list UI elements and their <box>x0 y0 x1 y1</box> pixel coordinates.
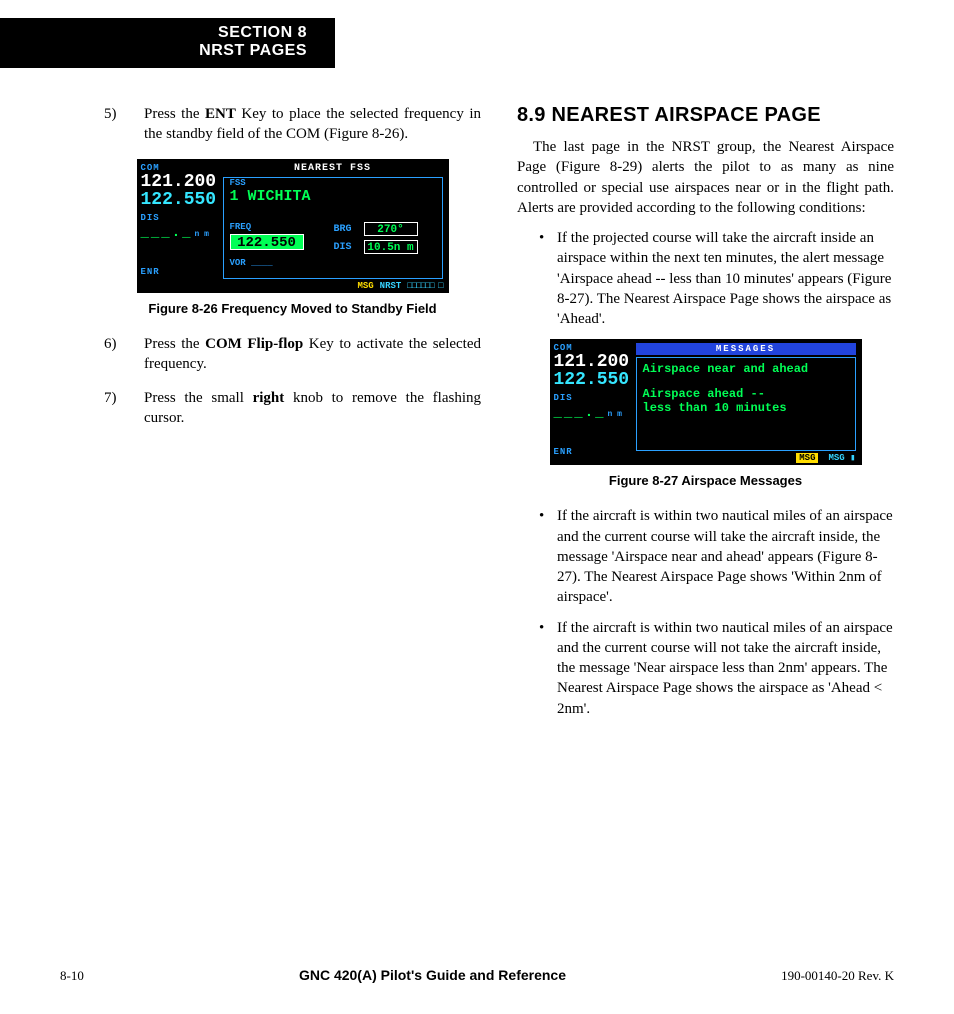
gps-main-panel: FSS 1 WICHITA FREQ 122.550 BRG 270° DIS … <box>223 177 443 279</box>
figure-8-27-caption: Figure 8-27 Airspace Messages <box>517 473 894 488</box>
page-number: 8-10 <box>60 968 84 984</box>
enr-label: ENR <box>554 447 626 457</box>
bullet-dot: • <box>539 506 557 607</box>
bullet-3: • If the aircraft is within two nautical… <box>539 618 894 719</box>
right-column: 8.9 NEAREST AIRSPACE PAGE The last page … <box>517 104 894 944</box>
dis-value: ___._ <box>141 225 193 241</box>
dis-value: ___._ <box>554 405 606 421</box>
step-number: 5) <box>104 104 144 145</box>
freq-label: FREQ <box>230 222 252 232</box>
msg-tag-2: MSG ▮ <box>828 453 855 463</box>
bullet-1: • If the projected course will take the … <box>539 228 894 329</box>
dis-label: DIS <box>554 393 626 403</box>
messages-title: MESSAGES <box>636 343 856 355</box>
bullet-dot: • <box>539 228 557 329</box>
active-freq: 121.200 <box>141 173 213 191</box>
dis2-value: 10.5n m <box>364 240 418 254</box>
section-line1: SECTION 8 <box>0 24 307 42</box>
vor-label: VOR ____ <box>230 258 273 268</box>
footer-revision: 190-00140-20 Rev. K <box>781 968 894 984</box>
message-line-2b: less than 10 minutes <box>643 401 849 415</box>
step-number: 7) <box>104 388 144 429</box>
brg-label: BRG <box>334 224 352 235</box>
fss-value: 1 WICHITA <box>230 188 311 205</box>
com-label: COM <box>141 163 213 173</box>
step-5: 5) Press the ENT Key to place the select… <box>104 104 481 145</box>
section-header-tab: SECTION 8 NRST PAGES <box>0 18 335 68</box>
gps2-footer: MSG MSG ▮ <box>636 453 856 463</box>
bullet-dot: • <box>539 618 557 719</box>
step-body: Press the COM Flip-flop Key to activate … <box>144 334 481 375</box>
bullet-2: • If the aircraft is within two nautical… <box>539 506 894 607</box>
figure-8-27: COM 121.200 122.550 DIS ___._n m ENR MES… <box>517 339 894 465</box>
dis-label: DIS <box>141 213 213 223</box>
message-line-1: Airspace near and ahead <box>643 362 849 376</box>
gps-display-1: COM 121.200 122.550 DIS ___._n m ENR NEA… <box>137 159 449 293</box>
figure-8-26: COM 121.200 122.550 DIS ___._n m ENR NEA… <box>104 159 481 293</box>
active-freq: 121.200 <box>554 353 626 371</box>
step-6: 6) Press the COM Flip-flop Key to activa… <box>104 334 481 375</box>
page-content: 5) Press the ENT Key to place the select… <box>104 104 894 944</box>
section-line2: NRST PAGES <box>0 42 307 60</box>
standby-freq: 122.550 <box>141 191 213 209</box>
step-body: Press the ENT Key to place the selected … <box>144 104 481 145</box>
bullet-text: If the projected course will take the ai… <box>557 228 894 329</box>
footer-title: GNC 420(A) Pilot's Guide and Reference <box>299 967 566 983</box>
messages-panel: Airspace near and ahead Airspace ahead -… <box>636 357 856 451</box>
dis2-label: DIS <box>334 242 352 253</box>
fss-label: FSS <box>230 178 246 188</box>
brg-value: 270° <box>364 222 418 236</box>
freq-box: 122.550 <box>230 234 304 250</box>
message-line-2a: Airspace ahead -- <box>643 387 849 401</box>
enr-label: ENR <box>141 267 213 277</box>
step-body: Press the small right knob to remove the… <box>144 388 481 429</box>
msg-tag: MSG <box>796 453 818 463</box>
gps-title: NEAREST FSS <box>223 163 443 174</box>
page-footer: 8-10 GNC 420(A) Pilot's Guide and Refere… <box>60 967 894 984</box>
standby-freq: 122.550 <box>554 371 626 389</box>
step-number: 6) <box>104 334 144 375</box>
gps-footer-bar: MSG NRST □□□□□□ □ <box>357 281 442 291</box>
intro-paragraph: The last page in the NRST group, the Nea… <box>517 137 894 218</box>
bullet-text: If the aircraft is within two nautical m… <box>557 618 894 719</box>
bullet-text: If the aircraft is within two nautical m… <box>557 506 894 607</box>
section-8-9-heading: 8.9 NEAREST AIRSPACE PAGE <box>517 104 894 127</box>
left-column: 5) Press the ENT Key to place the select… <box>104 104 481 944</box>
figure-8-26-caption: Figure 8-26 Frequency Moved to Standby F… <box>104 301 481 316</box>
gps-display-2: COM 121.200 122.550 DIS ___._n m ENR MES… <box>550 339 862 465</box>
step-7: 7) Press the small right knob to remove … <box>104 388 481 429</box>
